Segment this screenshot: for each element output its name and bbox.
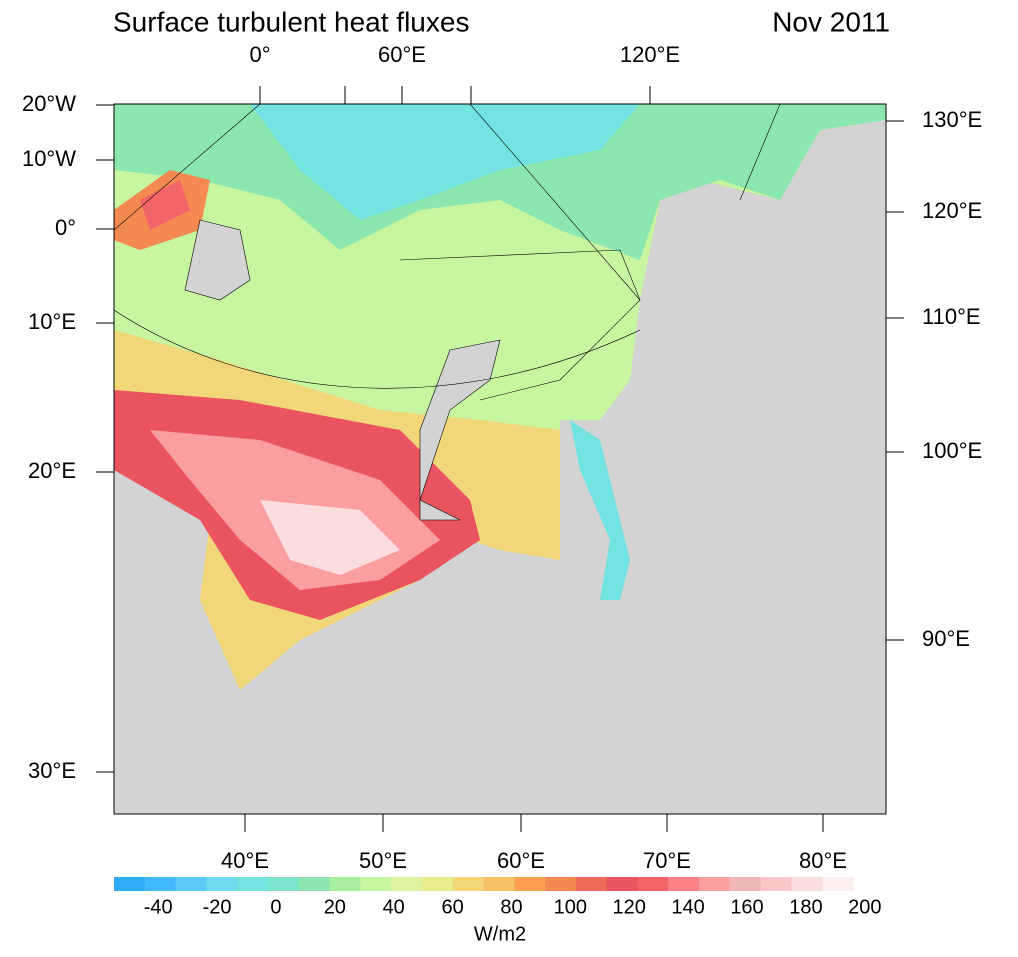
date: Nov 2011 <box>772 6 890 37</box>
colorbar-box <box>452 877 484 891</box>
colorbar-box <box>237 877 269 891</box>
colorbar-box <box>575 877 608 891</box>
colorbar-box <box>637 877 669 891</box>
field <box>114 104 886 814</box>
colorbar-box <box>114 877 146 891</box>
colorbar-box <box>206 877 238 891</box>
right-axis: 130°E 120°E 110°E 100°E 90°E <box>886 107 982 651</box>
colorbar-tick-label: 20 <box>324 896 346 918</box>
lon-label: 100°E <box>922 438 982 463</box>
title: Surface turbulent heat fluxes <box>113 6 469 37</box>
colorbar-box <box>391 877 423 891</box>
colorbar-tick-label: 80 <box>500 896 522 918</box>
colorbar-tick-label: -20 <box>203 896 232 918</box>
colorbar-box <box>144 877 177 891</box>
colorbar-box <box>729 877 762 891</box>
colorbar-tick-label: 0 <box>270 896 281 918</box>
lon-label: 40°E <box>221 848 269 873</box>
colorbar-box <box>822 877 854 891</box>
colorbar-box <box>760 877 792 891</box>
colorbar-box <box>791 877 823 891</box>
lat-label: 0° <box>55 215 76 240</box>
frame <box>113 103 887 815</box>
colorbar-tick-label: -40 <box>144 896 173 918</box>
lon-label: 120°E <box>620 42 680 67</box>
lon-label: 80°E <box>799 848 847 873</box>
colorbar-box <box>545 877 577 891</box>
colorbar-tick-label: 200 <box>848 896 881 918</box>
colorbar-tick-label: 140 <box>671 896 704 918</box>
colorbar-box <box>514 877 546 891</box>
colorbar-box <box>267 877 300 891</box>
colorbar-box <box>606 877 638 891</box>
colorbar-unit: W/m2 <box>474 923 526 945</box>
lon-label: 90°E <box>922 626 970 651</box>
lat-label: 30°E <box>28 758 76 783</box>
colorbar-tick-label: 160 <box>730 896 763 918</box>
colorbar-box <box>699 877 731 891</box>
bottom-axis: 40°E 50°E 60°E 70°E 80°E <box>221 814 847 873</box>
lat-label: 20°W <box>22 91 76 116</box>
top-axis: 0° 60°E 120°E <box>249 42 680 104</box>
colorbar-box <box>175 877 207 891</box>
lat-label: 10°E <box>28 309 76 334</box>
lon-label: 70°E <box>643 848 691 873</box>
colorbar-box <box>483 877 515 891</box>
lon-label: 60°E <box>497 848 545 873</box>
colorbar-box <box>360 877 392 891</box>
colorbar-tick-label: 180 <box>789 896 822 918</box>
lon-label: 50°E <box>359 848 407 873</box>
lat-label: 20°E <box>28 458 76 483</box>
colorbar-tick-label: 40 <box>383 896 405 918</box>
lon-label: 120°E <box>922 198 982 223</box>
colorbar-box <box>329 877 361 891</box>
colorbar-box <box>298 877 331 891</box>
colorbar-tick-label: 60 <box>441 896 463 918</box>
lon-label: 60°E <box>378 42 426 67</box>
lon-label: 0° <box>249 42 270 67</box>
left-axis: 20°W 10°W 0° 10°E 20°E 30°E <box>22 91 114 783</box>
colorbar-tick-label: 120 <box>613 896 646 918</box>
colorbar-box <box>668 877 700 891</box>
lon-label: 110°E <box>922 304 981 329</box>
colorbar-tick-label: 100 <box>554 896 587 918</box>
lon-label: 130°E <box>922 107 982 132</box>
colorbar: -40 -20 0 20 40 60 80 100 120 140 160 180 200 <box>114 877 881 918</box>
colorbar-box <box>421 877 454 891</box>
lat-label: 10°W <box>22 146 76 171</box>
